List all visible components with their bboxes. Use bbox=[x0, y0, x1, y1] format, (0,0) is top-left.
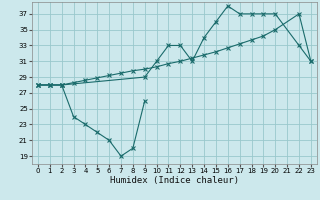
X-axis label: Humidex (Indice chaleur): Humidex (Indice chaleur) bbox=[110, 176, 239, 185]
